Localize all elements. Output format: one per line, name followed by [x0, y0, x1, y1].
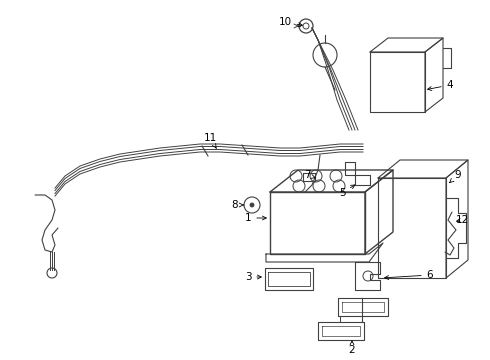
Text: 1: 1 — [245, 213, 266, 223]
Text: 7: 7 — [304, 170, 316, 180]
Text: 2: 2 — [349, 341, 355, 355]
Text: 6: 6 — [385, 270, 433, 280]
Text: 5: 5 — [339, 185, 355, 198]
Circle shape — [250, 203, 254, 207]
Text: 9: 9 — [450, 170, 461, 183]
Text: 3: 3 — [245, 272, 261, 282]
Text: 8: 8 — [232, 200, 244, 210]
Text: 10: 10 — [278, 17, 302, 27]
Text: 11: 11 — [203, 133, 217, 148]
Text: 12: 12 — [455, 215, 468, 225]
Text: 4: 4 — [428, 80, 453, 90]
